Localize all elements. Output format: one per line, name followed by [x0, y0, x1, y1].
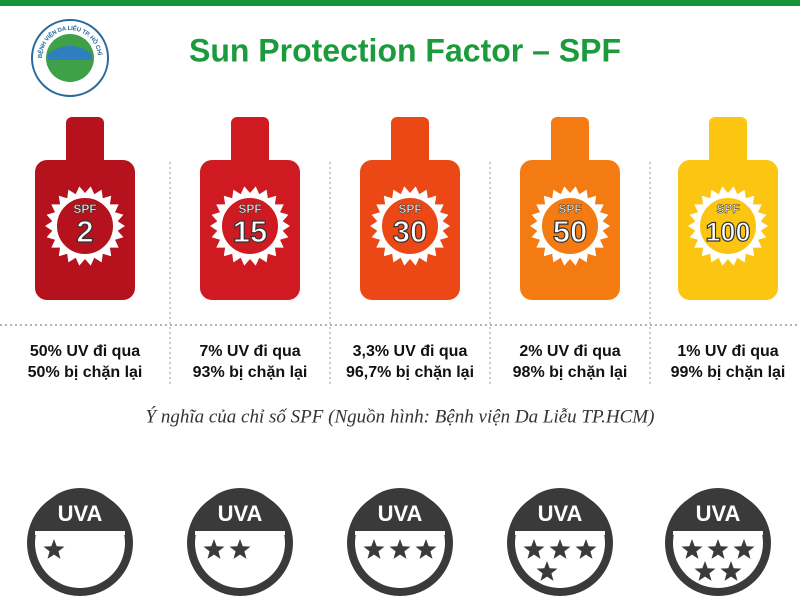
badge-inner	[698, 196, 758, 256]
uva-badge: UVA	[665, 488, 771, 596]
bottle-caption: 99% bị chặn lại	[671, 364, 786, 381]
logo: BỆNH VIỆN DA LIỄU TP. HỒ CHÍ MINH	[0, 0, 109, 97]
uva-badge: UVA	[507, 488, 613, 596]
badge-band	[673, 531, 763, 535]
star	[43, 539, 65, 559]
star	[229, 539, 251, 559]
title: Sun Protection Factor – SPF	[189, 32, 621, 68]
badge-band	[195, 531, 285, 535]
bottle-caption: 98% bị chặn lại	[513, 364, 628, 381]
star	[389, 539, 411, 559]
badge-band	[355, 531, 445, 535]
spf-value: 30	[393, 214, 427, 249]
badge-inner	[55, 196, 115, 256]
star	[549, 539, 571, 559]
star	[536, 561, 558, 581]
badge-top	[515, 488, 605, 533]
star	[720, 561, 742, 581]
badge-label: SPF	[238, 202, 261, 216]
badge-top	[195, 488, 285, 533]
star	[363, 539, 385, 559]
badge-top	[673, 488, 763, 533]
uva-badge: UVA	[347, 488, 453, 596]
spf-value: 15	[233, 214, 267, 249]
bottle-caption: 50% UV đi qua	[30, 343, 140, 360]
badge-inner	[380, 196, 440, 256]
badge-label: SPF	[716, 202, 739, 216]
badge-label: SPF	[73, 202, 96, 216]
bottle-caption: 1% UV đi qua	[677, 343, 778, 360]
caption: Ý nghĩa của chỉ số SPF (Nguồn hình: Bệnh…	[146, 405, 655, 427]
badge-band	[515, 531, 605, 535]
bottle-cap	[66, 117, 104, 165]
top-bar	[0, 0, 800, 6]
stars	[203, 539, 251, 559]
bottle-caption: 3,3% UV đi qua	[353, 343, 468, 360]
stars	[43, 539, 65, 559]
bottle-cap	[391, 117, 429, 165]
bottle-caption: 93% bị chặn lại	[193, 364, 308, 381]
bottle-cap	[231, 117, 269, 165]
spf-value: 50	[553, 214, 587, 249]
badge-top	[355, 488, 445, 533]
bottle-caption: 7% UV đi qua	[199, 343, 300, 360]
star	[575, 539, 597, 559]
badge-inner	[220, 196, 280, 256]
uva-badge: UVA	[27, 488, 133, 596]
badge-band	[35, 531, 125, 535]
bottle-cap	[551, 117, 589, 165]
bottle-cap	[709, 117, 747, 165]
uva-badge: UVA	[187, 488, 293, 596]
uva-label: UVA	[538, 501, 583, 526]
star	[733, 539, 755, 559]
badge-label: SPF	[398, 202, 421, 216]
uva-label: UVA	[378, 501, 423, 526]
spf-value: 2	[76, 214, 93, 249]
star	[523, 539, 545, 559]
badge-inner	[540, 196, 600, 256]
uva-label: UVA	[696, 501, 741, 526]
bottle-caption: 2% UV đi qua	[519, 343, 620, 360]
column-dividers	[169, 162, 651, 385]
badge-top	[35, 488, 125, 533]
uva-label: UVA	[58, 501, 103, 526]
star	[415, 539, 437, 559]
star	[694, 561, 716, 581]
uva-label: UVA	[218, 501, 263, 526]
spf-value: 100	[705, 217, 750, 247]
stars	[681, 539, 755, 581]
star	[203, 539, 225, 559]
bottle-caption: 50% bị chặn lại	[28, 364, 143, 381]
star	[681, 539, 703, 559]
stars	[523, 539, 597, 581]
stars	[363, 539, 437, 559]
badge-label: SPF	[558, 202, 581, 216]
star	[707, 539, 729, 559]
bottle-caption: 96,7% bị chặn lại	[346, 364, 474, 381]
